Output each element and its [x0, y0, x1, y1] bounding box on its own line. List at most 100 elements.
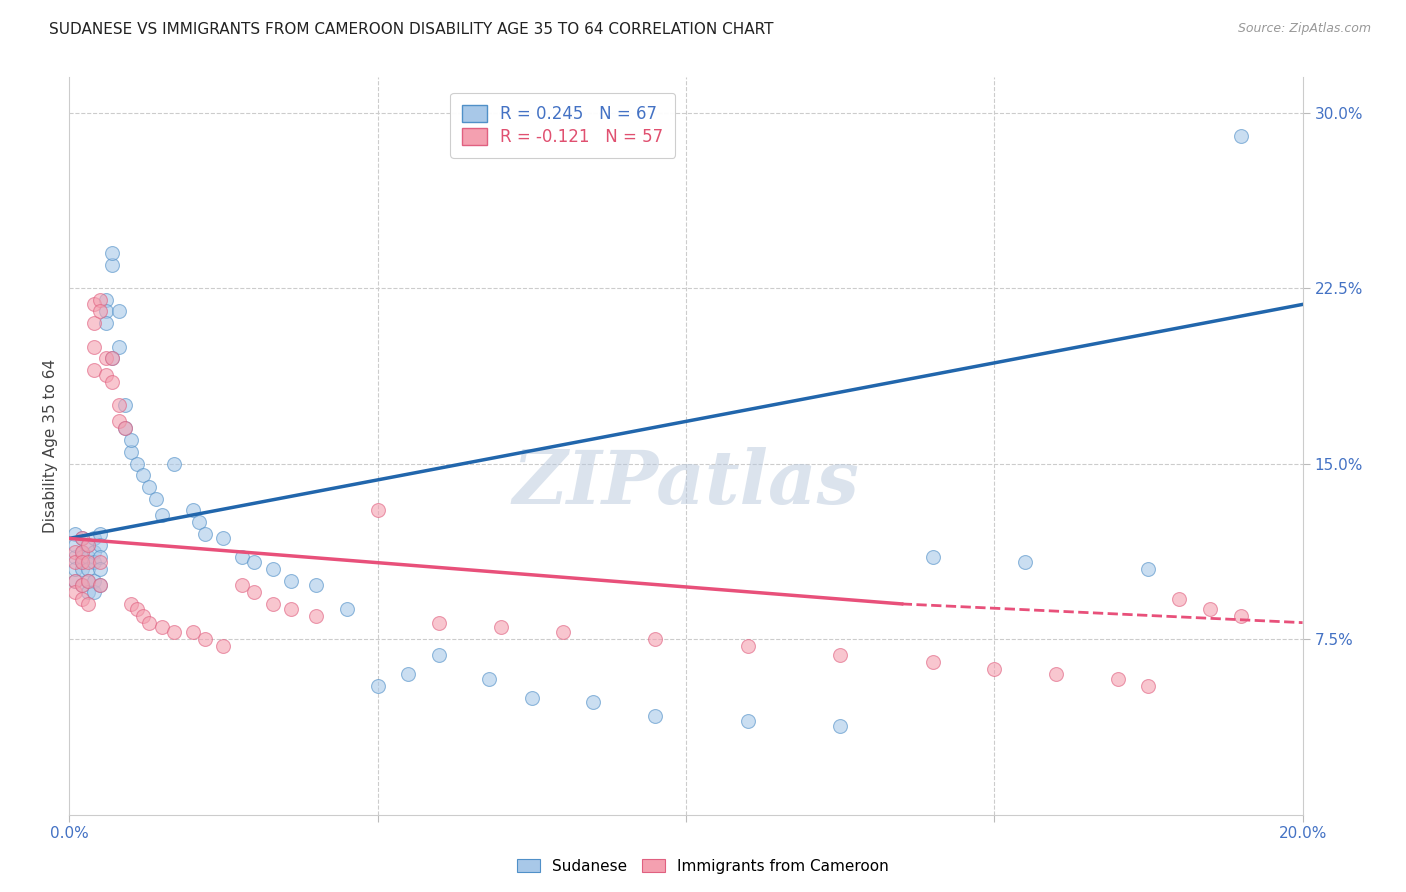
- Point: [70, 532, 93, 546]
- Point: [243, 585, 266, 599]
- Point: [644, 709, 666, 723]
- Point: [83, 339, 105, 353]
- Point: [101, 351, 124, 366]
- Point: [70, 578, 93, 592]
- Point: [921, 656, 943, 670]
- Y-axis label: Disability Age 35 to 64: Disability Age 35 to 64: [44, 359, 58, 533]
- Point: [582, 695, 605, 709]
- Point: [107, 414, 129, 428]
- Point: [194, 632, 217, 646]
- Point: [96, 316, 118, 330]
- Point: [83, 574, 105, 588]
- Point: [70, 545, 93, 559]
- Point: [138, 480, 160, 494]
- Point: [89, 578, 111, 592]
- Point: [76, 538, 98, 552]
- Point: [1137, 562, 1160, 576]
- Point: [96, 304, 118, 318]
- Point: [70, 532, 93, 546]
- Point: [1045, 667, 1067, 681]
- Point: [83, 363, 105, 377]
- Point: [70, 592, 93, 607]
- Point: [101, 258, 124, 272]
- Point: [280, 601, 302, 615]
- Point: [145, 491, 167, 506]
- Point: [96, 368, 118, 382]
- Point: [1199, 601, 1222, 615]
- Point: [243, 555, 266, 569]
- Point: [65, 574, 87, 588]
- Point: [1230, 608, 1253, 623]
- Point: [367, 503, 389, 517]
- Point: [76, 597, 98, 611]
- Point: [76, 574, 98, 588]
- Point: [125, 457, 148, 471]
- Point: [101, 246, 124, 260]
- Point: [65, 585, 87, 599]
- Point: [89, 293, 111, 307]
- Point: [396, 667, 419, 681]
- Point: [181, 625, 204, 640]
- Point: [76, 550, 98, 565]
- Point: [114, 421, 136, 435]
- Point: [231, 578, 253, 592]
- Point: [828, 648, 851, 663]
- Point: [489, 620, 512, 634]
- Point: [70, 550, 93, 565]
- Point: [107, 398, 129, 412]
- Point: [76, 555, 98, 569]
- Point: [427, 648, 450, 663]
- Point: [65, 562, 87, 576]
- Point: [551, 625, 574, 640]
- Point: [107, 339, 129, 353]
- Point: [163, 457, 186, 471]
- Point: [132, 608, 155, 623]
- Point: [367, 679, 389, 693]
- Point: [70, 555, 93, 569]
- Point: [212, 532, 235, 546]
- Point: [83, 316, 105, 330]
- Point: [1107, 672, 1129, 686]
- Point: [89, 550, 111, 565]
- Point: [83, 532, 105, 546]
- Point: [150, 620, 173, 634]
- Text: ZIPatlas: ZIPatlas: [512, 447, 859, 519]
- Point: [187, 515, 209, 529]
- Point: [65, 555, 87, 569]
- Point: [262, 597, 284, 611]
- Point: [65, 550, 87, 565]
- Point: [89, 578, 111, 592]
- Point: [89, 555, 111, 569]
- Point: [132, 468, 155, 483]
- Point: [107, 304, 129, 318]
- Point: [1168, 592, 1191, 607]
- Point: [70, 562, 93, 576]
- Text: Source: ZipAtlas.com: Source: ZipAtlas.com: [1237, 22, 1371, 36]
- Point: [101, 375, 124, 389]
- Point: [120, 597, 142, 611]
- Point: [1014, 555, 1036, 569]
- Point: [120, 445, 142, 459]
- Point: [114, 421, 136, 435]
- Point: [120, 433, 142, 447]
- Point: [305, 578, 328, 592]
- Point: [477, 672, 499, 686]
- Point: [305, 608, 328, 623]
- Legend: Sudanese, Immigrants from Cameroon: Sudanese, Immigrants from Cameroon: [510, 853, 896, 880]
- Point: [1230, 128, 1253, 143]
- Point: [280, 574, 302, 588]
- Point: [231, 550, 253, 565]
- Point: [83, 297, 105, 311]
- Point: [96, 351, 118, 366]
- Point: [70, 545, 93, 559]
- Point: [125, 601, 148, 615]
- Point: [89, 526, 111, 541]
- Point: [163, 625, 186, 640]
- Point: [427, 615, 450, 630]
- Point: [520, 690, 543, 705]
- Point: [983, 662, 1005, 676]
- Point: [181, 503, 204, 517]
- Point: [89, 562, 111, 576]
- Point: [921, 550, 943, 565]
- Point: [89, 304, 111, 318]
